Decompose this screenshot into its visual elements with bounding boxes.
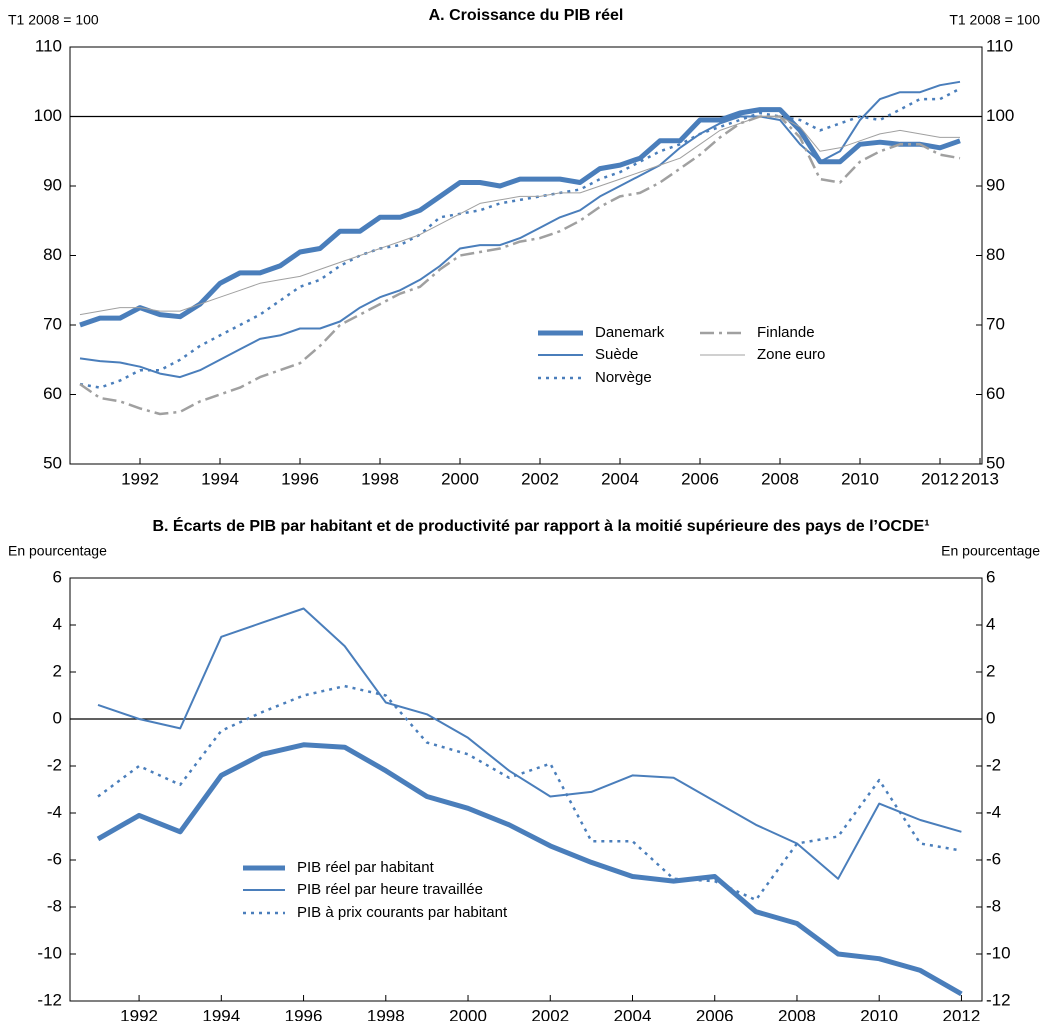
- series-line: [96, 742, 963, 997]
- y2-tick-label: 6: [986, 567, 995, 586]
- y-tick-label: 60: [43, 384, 62, 403]
- y-tick-label: 110: [35, 36, 62, 55]
- x-tick-label: 2004: [601, 469, 639, 488]
- y-tick-label: 2: [53, 661, 62, 680]
- legend-label: PIB réel par heure travaillée: [297, 881, 483, 898]
- plot-frame: [69, 577, 983, 1002]
- x-tick-label: 1996: [285, 1006, 323, 1021]
- x-tick-label: 2000: [441, 469, 479, 488]
- legend-label: PIB réel par habitant: [297, 859, 435, 876]
- y-axis-label: T1 2008 = 100: [8, 12, 99, 28]
- x-tick-label: 2012: [921, 469, 959, 488]
- y-tick-label: -10: [37, 943, 62, 962]
- series-line: [79, 115, 961, 416]
- y2-tick-label: 90: [986, 175, 1005, 194]
- chart-title: B. Écarts de PIB par habitant et de prod…: [152, 516, 929, 535]
- y2-axis-label: En pourcentage: [941, 543, 1040, 559]
- y2-tick-label: -8: [986, 896, 1001, 915]
- y2-tick-label: 100: [986, 106, 1014, 125]
- x-tick-label: 2006: [681, 469, 719, 488]
- y-tick-label: -6: [47, 849, 62, 868]
- x-tick-label: 1992: [121, 469, 159, 488]
- y-tick-label: 100: [34, 106, 62, 125]
- chart-title: A. Croissance du PIB réel: [429, 7, 624, 24]
- series-line: [79, 116, 960, 316]
- y2-tick-label: -2: [986, 755, 1001, 774]
- plot-frame: [69, 46, 983, 465]
- x-tick-label: 2002: [521, 469, 559, 488]
- y-tick-label: -4: [47, 802, 62, 821]
- y-tick-label: 4: [53, 614, 62, 633]
- y-tick-label: 90: [43, 175, 62, 194]
- x-tick-label: 1992: [120, 1006, 158, 1021]
- x-tick-label: 2004: [614, 1006, 652, 1021]
- y-tick-label: 6: [53, 567, 62, 586]
- y-tick-label: 50: [43, 453, 62, 472]
- y-tick-label: 70: [43, 314, 62, 333]
- x-tick-label: 2008: [761, 469, 799, 488]
- series-line: [79, 80, 961, 379]
- y2-tick-label: -12: [986, 990, 1011, 1009]
- y2-tick-label: 50: [986, 453, 1005, 472]
- legend-label: Danemark: [595, 324, 665, 341]
- x-tick-label: 2002: [531, 1006, 569, 1021]
- x-tick-label: 2008: [778, 1006, 816, 1021]
- legend-label: Finlande: [757, 324, 815, 341]
- x-tick-label: 2013: [961, 469, 999, 488]
- y2-tick-label: 70: [986, 314, 1005, 333]
- y2-tick-label: 60: [986, 384, 1005, 403]
- x-tick-label: 1996: [281, 469, 319, 488]
- series-line: [79, 107, 961, 328]
- y-tick-label: -12: [37, 990, 62, 1009]
- y2-tick-label: 2: [986, 661, 995, 680]
- y-tick-label: -2: [47, 755, 62, 774]
- y-tick-label: 0: [53, 708, 62, 727]
- x-tick-label: 1994: [202, 1006, 240, 1021]
- y2-tick-label: -10: [986, 943, 1011, 962]
- legend-label: Norvège: [595, 369, 652, 386]
- y2-tick-label: -6: [986, 849, 1001, 868]
- x-tick-label: 2000: [449, 1006, 487, 1021]
- x-tick-label: 1998: [367, 1006, 405, 1021]
- y2-tick-label: 4: [986, 614, 995, 633]
- y-axis-label: En pourcentage: [8, 543, 107, 559]
- y2-tick-label: 80: [986, 245, 1005, 264]
- y2-axis-label: T1 2008 = 100: [949, 12, 1040, 28]
- legend-label: Suède: [595, 346, 638, 363]
- x-tick-label: 2012: [943, 1006, 981, 1021]
- y-tick-label: -8: [47, 896, 62, 915]
- legend-label: PIB à prix courants par habitant: [297, 904, 508, 921]
- x-tick-label: 1998: [361, 469, 399, 488]
- x-tick-label: 2006: [696, 1006, 734, 1021]
- y-tick-label: 80: [43, 245, 62, 264]
- y2-tick-label: 0: [986, 708, 995, 727]
- series-line: [97, 607, 962, 880]
- series-line: [79, 87, 961, 389]
- y2-tick-label: 110: [986, 36, 1013, 55]
- x-tick-label: 2010: [860, 1006, 898, 1021]
- x-tick-label: 2010: [841, 469, 879, 488]
- y2-tick-label: -4: [986, 802, 1001, 821]
- series-line: [97, 684, 962, 902]
- legend-label: Zone euro: [757, 346, 825, 363]
- x-tick-label: 1994: [201, 469, 239, 488]
